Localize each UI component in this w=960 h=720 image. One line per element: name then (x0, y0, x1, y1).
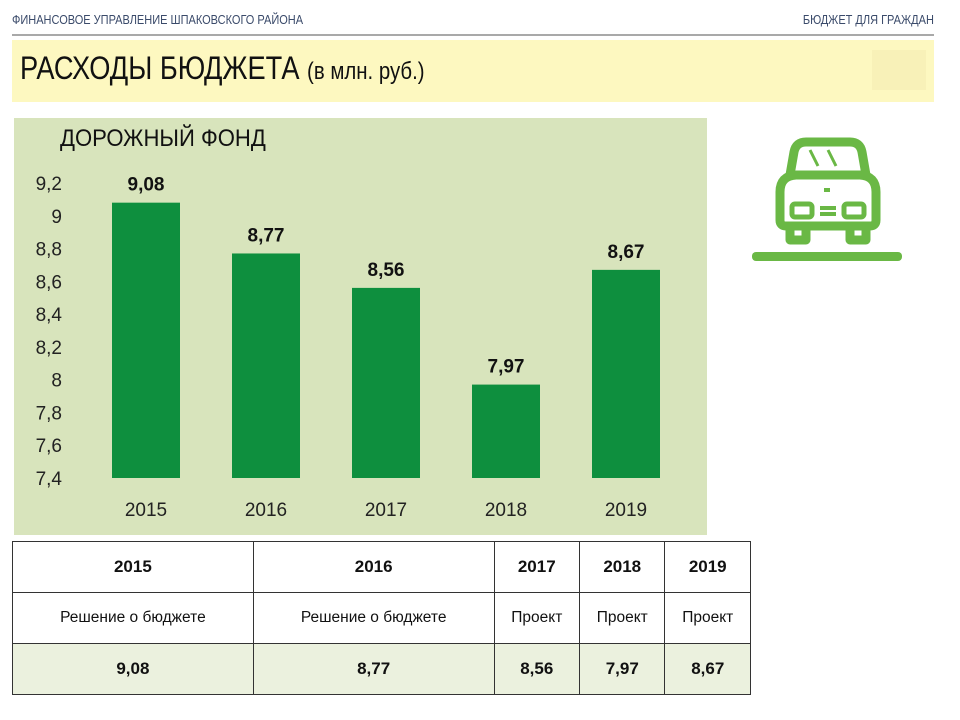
chart-title: ДОРОЖНЫЙ ФОНД (60, 125, 266, 152)
y-tick-label: 9,2 (36, 174, 62, 195)
y-tick-label: 7,6 (36, 436, 62, 457)
x-tick-label: 2016 (245, 500, 287, 521)
y-tick-label: 8 (51, 371, 62, 392)
title-units: (в млн. руб.) (307, 58, 425, 85)
data-label: 8,56 (368, 260, 405, 281)
page-title: РАСХОДЫ БЮДЖЕТА (в млн. руб.) (20, 50, 425, 87)
divider (12, 34, 934, 36)
bar (472, 384, 540, 478)
y-tick-label: 8,4 (36, 305, 63, 326)
car-icon (752, 137, 902, 261)
type-cell: Решение о бюджете (252, 592, 495, 644)
data-label: 8,77 (248, 225, 285, 246)
type-cell: Проект (664, 592, 751, 644)
y-tick-label: 8,6 (36, 272, 62, 293)
y-tick-label: 8,2 (36, 338, 62, 359)
banner-decoration (872, 50, 926, 90)
type-cell: Проект (578, 592, 666, 644)
section-tag: БЮДЖЕТ ДЛЯ ГРАЖДАН (802, 13, 934, 27)
data-label: 8,67 (608, 242, 645, 263)
value-cell: 9,08 (12, 643, 254, 695)
bar (592, 269, 660, 478)
table-row-types: Решение о бюджете Решение о бюджете Прое… (12, 592, 751, 644)
y-tick-label: 7,8 (36, 403, 62, 424)
value-cell: 8,77 (252, 643, 495, 695)
year-cell: 2018 (578, 541, 666, 593)
bar (232, 253, 300, 478)
year-cell: 2017 (493, 541, 581, 593)
y-tick-label: 9 (51, 207, 62, 228)
value-cell: 7,97 (578, 643, 666, 695)
bar (112, 202, 180, 478)
budget-table: 2015 2016 2017 2018 2019 Решение о бюдже… (12, 541, 751, 695)
type-cell: Проект (493, 592, 581, 644)
data-label: 9,08 (128, 175, 165, 196)
type-cell: Решение о бюджете (12, 592, 254, 644)
title-text: РАСХОДЫ БЮДЖЕТА (20, 50, 300, 86)
data-label: 7,97 (488, 357, 525, 378)
y-tick-label: 8,8 (36, 240, 62, 261)
year-cell: 2019 (664, 541, 751, 593)
year-cell: 2015 (12, 541, 254, 593)
bar (352, 287, 420, 478)
year-cell: 2016 (252, 541, 495, 593)
value-cell: 8,67 (664, 643, 751, 695)
y-tick-label: 7,4 (36, 469, 63, 490)
table-row-values: 9,08 8,77 8,56 7,97 8,67 (12, 643, 751, 695)
table-row-years: 2015 2016 2017 2018 2019 (12, 541, 751, 593)
x-tick-label: 2017 (365, 500, 407, 521)
value-cell: 8,56 (493, 643, 581, 695)
organization-name: ФИНАНСОВОЕ УПРАВЛЕНИЕ ШПАКОВСКОГО РАЙОНА (12, 13, 304, 27)
x-tick-label: 2015 (125, 500, 167, 521)
title-banner: РАСХОДЫ БЮДЖЕТА (в млн. руб.) (12, 40, 934, 102)
x-tick-label: 2018 (485, 500, 527, 521)
x-tick-label: 2019 (605, 500, 647, 521)
